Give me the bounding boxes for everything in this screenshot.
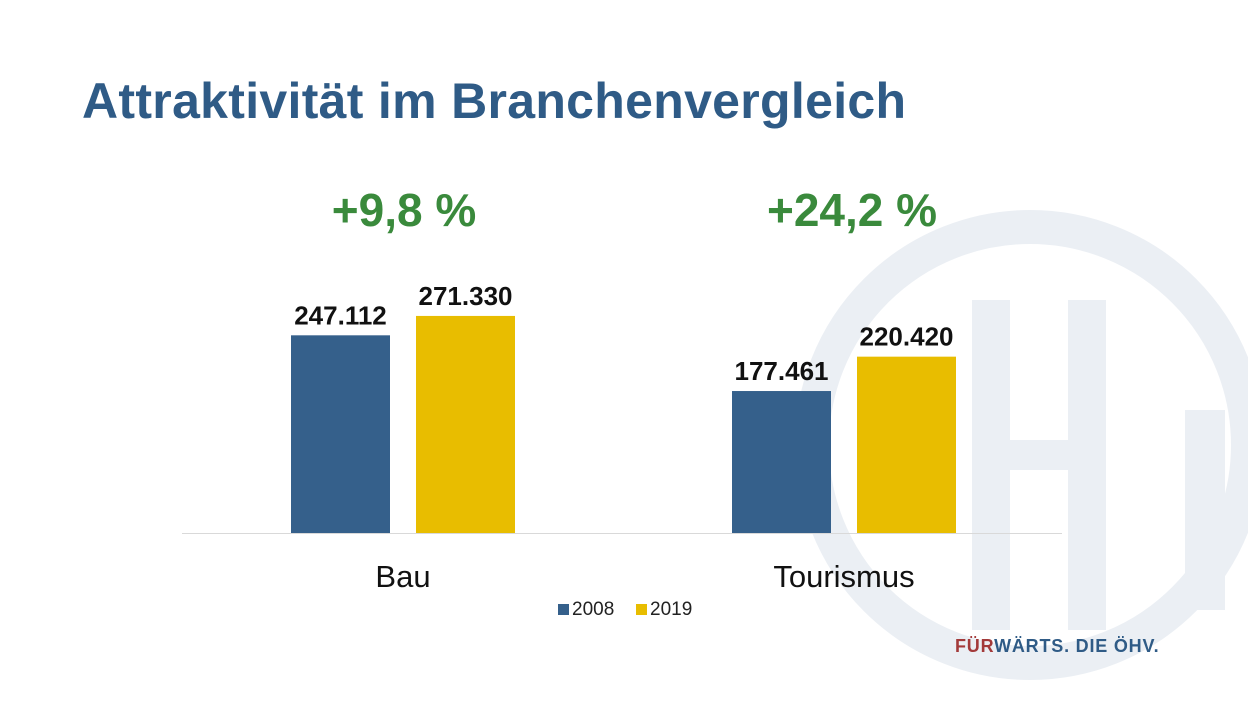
growth-label-tourismus: +24,2 %: [766, 184, 938, 236]
data-label-bau-2019: 271.330: [419, 281, 513, 311]
data-label-tourismus-2008: 177.461: [735, 356, 829, 386]
legend-label-2019: 2019: [650, 599, 692, 620]
bar-bau-2019: [416, 315, 515, 533]
bar-tourismus-2008: [732, 391, 831, 533]
slogan-accent: FÜR: [955, 636, 995, 656]
category-label-bau: Bau: [375, 559, 430, 594]
legend-label-2008: 2008: [572, 599, 614, 620]
category-label-tourismus: Tourismus: [773, 559, 914, 594]
data-label-tourismus-2019: 220.420: [860, 322, 954, 352]
bar-tourismus-2019: [857, 356, 956, 533]
legend-swatch-2019: [636, 604, 647, 615]
legend-swatch-2008: [558, 604, 569, 615]
growth-label-bau: +9,8 %: [331, 184, 477, 236]
bar-bau-2008: [291, 335, 390, 533]
slogan-rest: WÄRTS. DIE ÖHV.: [994, 636, 1160, 656]
slogan: FÜRWÄRTS. DIE ÖHV.: [955, 636, 1159, 657]
data-label-bau-2008: 247.112: [294, 300, 387, 330]
page-title: Attraktivität im Branchenvergleich: [82, 73, 907, 129]
